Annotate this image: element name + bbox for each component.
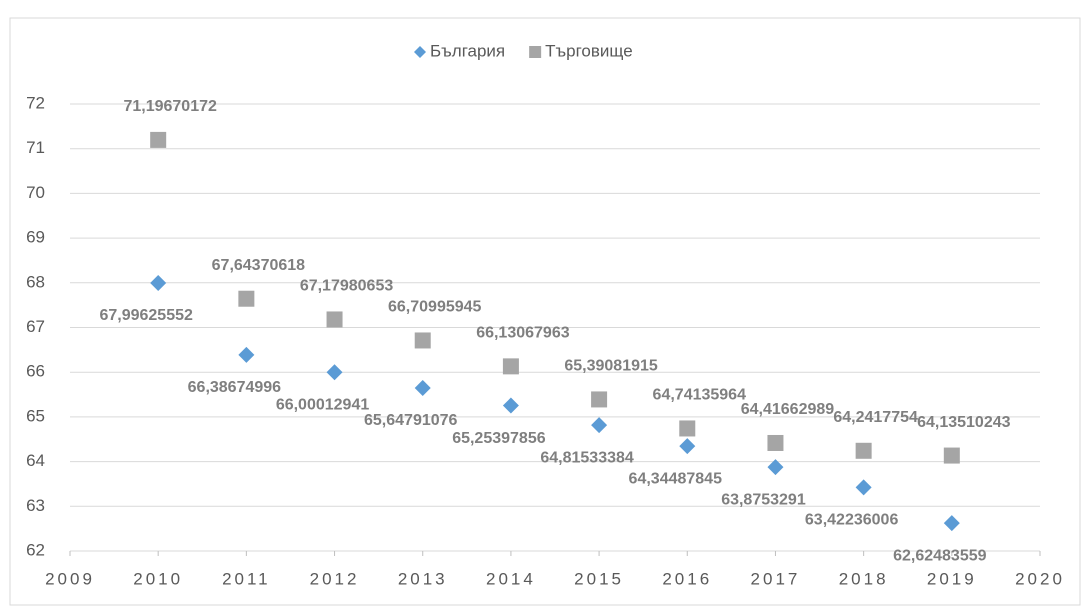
y-tick-label: 65 bbox=[26, 406, 45, 425]
data-label: 67,64370618 bbox=[212, 257, 306, 274]
data-label: 64,13510243 bbox=[917, 414, 1011, 431]
data-label: 65,64791076 bbox=[364, 412, 458, 429]
y-tick-label: 69 bbox=[26, 228, 45, 247]
data-label: 64,2417754 bbox=[833, 409, 918, 426]
data-label: 67,99625552 bbox=[99, 307, 193, 324]
point bbox=[238, 346, 255, 363]
legend: България Търговище bbox=[414, 41, 633, 60]
point bbox=[591, 417, 608, 434]
x-tick-label: 2017 bbox=[751, 569, 801, 588]
x-tick-label: 2014 bbox=[486, 569, 536, 588]
x-tick-label: 2015 bbox=[574, 569, 624, 588]
y-tick-label: 68 bbox=[26, 272, 45, 291]
point bbox=[502, 358, 519, 375]
x-tick-label: 2016 bbox=[662, 569, 712, 588]
point bbox=[414, 332, 431, 349]
point bbox=[855, 442, 872, 459]
x-tick-label: 2012 bbox=[310, 569, 360, 588]
data-label: 66,13067963 bbox=[476, 325, 570, 342]
point bbox=[943, 515, 960, 532]
x-tick-label: 2010 bbox=[133, 569, 183, 588]
chart-frame bbox=[9, 17, 1081, 606]
y-tick-label: 66 bbox=[26, 362, 45, 381]
data-label: 66,70995945 bbox=[388, 299, 482, 316]
x-tick-label: 2011 bbox=[222, 569, 271, 588]
x-tick-label: 2013 bbox=[398, 569, 448, 588]
legend-marker bbox=[529, 46, 542, 58]
x-tick-label: 2020 bbox=[1015, 569, 1065, 588]
data-label: 65,25397856 bbox=[452, 430, 546, 447]
point bbox=[943, 447, 960, 464]
data-label: 66,38674996 bbox=[188, 379, 282, 396]
data-label: 64,74135964 bbox=[653, 387, 747, 404]
data-label: 62,62483559 bbox=[893, 547, 987, 564]
x-tick-label: 2019 bbox=[927, 569, 977, 588]
y-tick-label: 71 bbox=[26, 138, 45, 157]
data-label: 71,19670172 bbox=[123, 98, 217, 115]
legend-marker bbox=[414, 46, 426, 58]
point bbox=[767, 459, 784, 476]
point bbox=[502, 397, 519, 414]
point bbox=[679, 438, 696, 455]
data-label: 67,17980653 bbox=[300, 278, 394, 295]
y-tick-label: 64 bbox=[26, 451, 45, 470]
x-tick-label: 2018 bbox=[839, 569, 889, 588]
point bbox=[326, 364, 343, 381]
data-label: 65,39081915 bbox=[564, 358, 658, 375]
y-tick-label: 70 bbox=[26, 183, 45, 202]
point bbox=[326, 311, 343, 328]
point bbox=[150, 274, 167, 291]
legend-label: България bbox=[430, 41, 505, 60]
point bbox=[150, 131, 167, 148]
y-tick-label: 72 bbox=[26, 93, 45, 112]
data-label: 66,00012941 bbox=[276, 396, 370, 413]
point bbox=[414, 379, 431, 396]
point bbox=[679, 420, 696, 437]
y-tick-label: 63 bbox=[26, 496, 45, 515]
point bbox=[855, 479, 872, 496]
data-label: 64,81533384 bbox=[540, 449, 634, 466]
point bbox=[238, 290, 255, 307]
data-label: 63,42236006 bbox=[805, 512, 899, 529]
point bbox=[767, 434, 784, 451]
legend-label: Търговище bbox=[545, 41, 633, 60]
x-tick-label: 2009 bbox=[45, 569, 95, 588]
point bbox=[591, 391, 608, 408]
data-label: 63,8753291 bbox=[721, 491, 806, 508]
data-label: 64,34487845 bbox=[629, 470, 723, 487]
y-tick-label: 67 bbox=[26, 317, 45, 336]
data-label: 64,41662989 bbox=[741, 401, 835, 418]
y-tick-label: 62 bbox=[26, 540, 45, 559]
